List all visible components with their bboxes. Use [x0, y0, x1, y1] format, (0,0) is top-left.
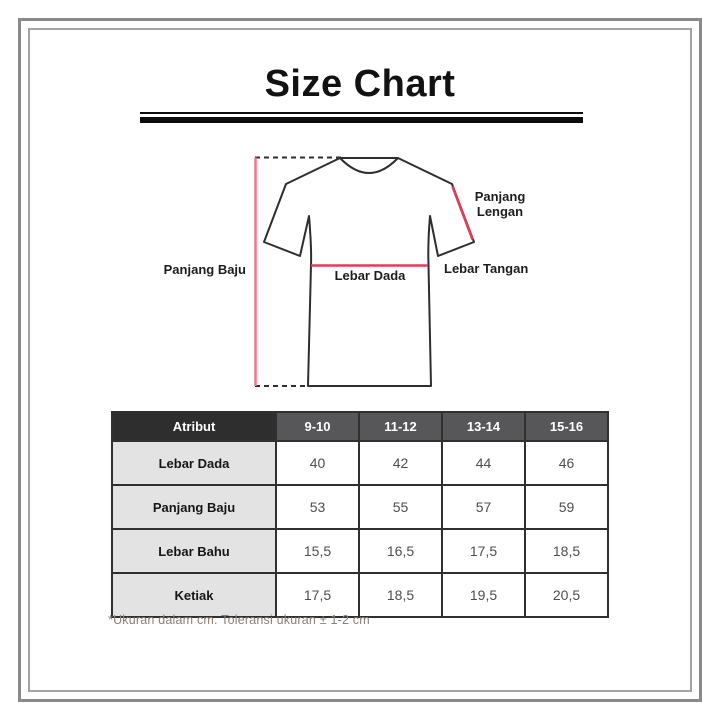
table-header-size-2: 11-12 [358, 411, 443, 442]
label-panjang-baju: Panjang Baju [163, 262, 246, 277]
outer-frame-border [18, 18, 702, 702]
cell-value: 18,5 [524, 528, 609, 574]
table-header-atribut: Atribut [111, 411, 277, 442]
cell-value: 55 [358, 484, 443, 530]
cell-value: 20,5 [524, 572, 609, 618]
page-title: Size Chart [264, 63, 456, 105]
cell-value: 46 [524, 440, 609, 486]
row-label: Lebar Dada [111, 440, 277, 486]
cell-value: 17,5 [275, 572, 360, 618]
cell-value: 42 [358, 440, 443, 486]
title-underline-thin [140, 112, 583, 114]
cell-value: 15,5 [275, 528, 360, 574]
table-row: Lebar Dada 40 42 44 46 [111, 440, 609, 486]
table-row: Panjang Baju 53 55 57 59 [111, 484, 609, 530]
label-lebar-tangan: Lebar Tangan [444, 261, 529, 276]
cell-value: 59 [524, 484, 609, 530]
table-header-size-3: 13-14 [441, 411, 526, 442]
inner-frame-border [28, 28, 692, 692]
row-label: Lebar Bahu [111, 528, 277, 574]
row-label: Ketiak [111, 572, 277, 618]
cell-value: 44 [441, 440, 526, 486]
size-tolerance-note: *Ukuran dalam cm. Toleransi ukuran ± 1-2… [108, 613, 370, 627]
cell-value: 53 [275, 484, 360, 530]
cell-value: 19,5 [441, 572, 526, 618]
table-row: Ketiak 17,5 18,5 19,5 20,5 [111, 572, 609, 618]
cell-value: 18,5 [358, 572, 443, 618]
cell-value: 16,5 [358, 528, 443, 574]
size-table: Atribut 9-10 11-12 13-14 15-16 Lebar Dad… [111, 411, 609, 618]
label-panjang-lengan-line1: Panjang [474, 189, 526, 204]
row-label: Panjang Baju [111, 484, 277, 530]
label-panjang-lengan-line2: Lengan [476, 204, 524, 219]
cell-value: 57 [441, 484, 526, 530]
table-header-row: Atribut 9-10 11-12 13-14 15-16 [111, 411, 609, 442]
table-header-size-4: 15-16 [524, 411, 609, 442]
label-lebar-dada: Lebar Dada [334, 268, 406, 283]
title-underline-thick [140, 117, 583, 123]
cell-value: 17,5 [441, 528, 526, 574]
label-panjang-lengan: Panjang Lengan [459, 189, 541, 219]
cell-value: 40 [275, 440, 360, 486]
table-row: Lebar Bahu 15,5 16,5 17,5 18,5 [111, 528, 609, 574]
table-header-size-1: 9-10 [275, 411, 360, 442]
